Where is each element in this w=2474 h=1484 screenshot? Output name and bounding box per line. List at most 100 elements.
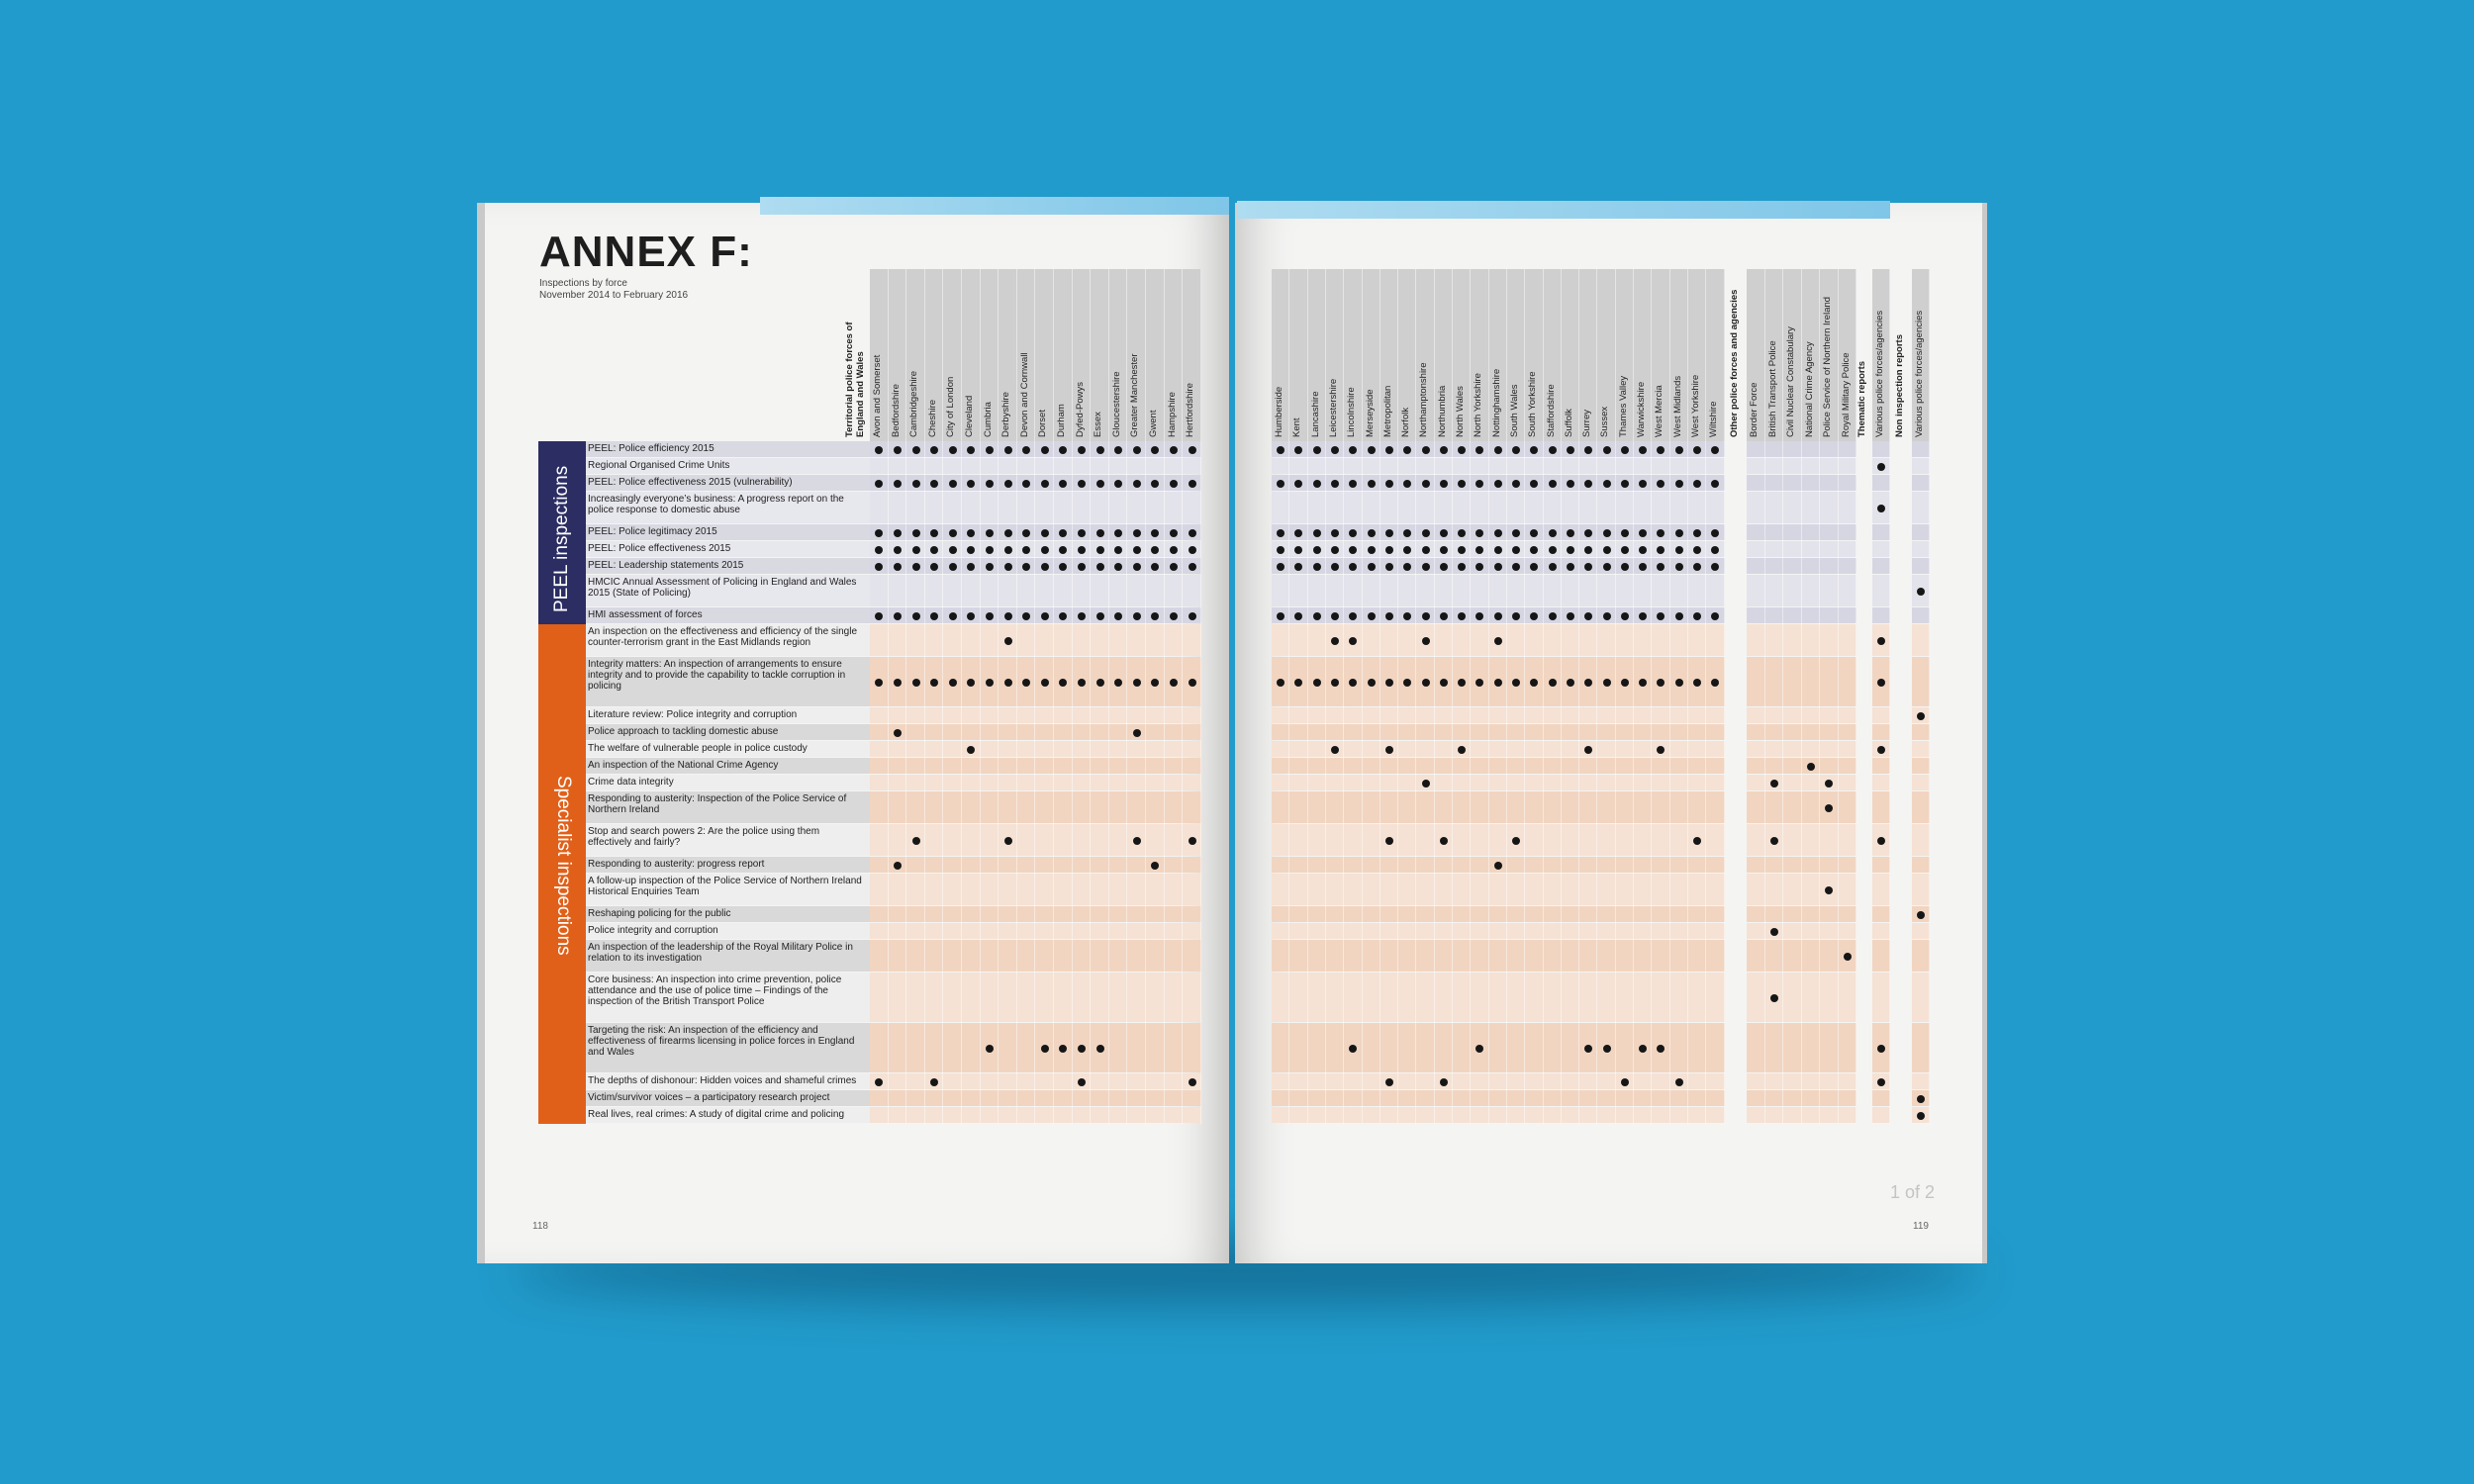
inspection-dot — [1602, 678, 1611, 687]
inspection-dot — [1151, 479, 1160, 488]
annex-title: ANNEX F: — [539, 228, 753, 276]
row-band — [1747, 1107, 1856, 1123]
inspection-dot — [1602, 545, 1611, 554]
inspection-dot — [1403, 445, 1412, 454]
inspection-dot — [1294, 528, 1303, 537]
row-band — [1872, 707, 1890, 723]
row-band — [1272, 724, 1725, 740]
row-band — [870, 1107, 1201, 1123]
inspection-dot — [1548, 562, 1557, 571]
inspection-dot — [1548, 528, 1557, 537]
inspection-dot — [1711, 562, 1720, 571]
inspection-dot — [1877, 836, 1885, 845]
inspection-dot — [1384, 1077, 1393, 1086]
column-separator — [1763, 269, 1765, 1124]
inspection-dot — [1077, 545, 1086, 554]
column-separator — [1306, 269, 1308, 1124]
column-separator — [905, 269, 907, 1124]
row-band — [1272, 458, 1725, 474]
column-header: Gloucestershire — [1110, 371, 1122, 437]
row-band — [870, 1090, 1201, 1106]
inspection-dot — [1077, 1077, 1086, 1086]
row-band — [1747, 724, 1856, 740]
inspection-dot — [1530, 562, 1539, 571]
inspection-dot — [1059, 479, 1068, 488]
row-label: PEEL: Leadership statements 2015 — [588, 560, 744, 571]
inspection-dot — [1095, 611, 1104, 620]
column-separator — [1889, 269, 1890, 1124]
row-band — [870, 1023, 1201, 1072]
inspection-dot — [1403, 479, 1412, 488]
inspection-dot — [1769, 779, 1778, 788]
inspection-dot — [1458, 528, 1467, 537]
row-band — [1872, 607, 1890, 623]
column-separator — [1614, 269, 1616, 1124]
row-band — [870, 575, 1201, 606]
inspection-dot — [1040, 528, 1049, 537]
inspection-dot — [1367, 545, 1376, 554]
row-band — [870, 624, 1201, 656]
row-band — [1747, 441, 1856, 457]
inspection-dot — [1711, 445, 1720, 454]
inspection-dot — [1877, 1077, 1885, 1086]
column-header: Northumbria — [1436, 385, 1448, 437]
row-band — [1912, 492, 1930, 523]
column-separator — [1071, 269, 1073, 1124]
pager: 1 of 2 — [1890, 1182, 1936, 1202]
column-header: Gwent — [1148, 410, 1159, 437]
inspection-dot — [1602, 445, 1611, 454]
inspection-dot — [1602, 479, 1611, 488]
inspection-dot — [1566, 445, 1574, 454]
inspection-dot — [1806, 762, 1815, 771]
column-separator — [1199, 269, 1201, 1124]
inspection-dot — [1132, 545, 1141, 554]
inspection-dot — [985, 445, 994, 454]
inspection-dot — [1693, 445, 1702, 454]
inspection-dot — [875, 545, 884, 554]
row-band — [1912, 923, 1930, 939]
inspection-dot — [1277, 611, 1285, 620]
inspection-dot — [1548, 611, 1557, 620]
inspection-dot — [967, 445, 976, 454]
row-band — [1912, 541, 1930, 557]
inspection-dot — [1711, 479, 1720, 488]
row-band — [1912, 775, 1930, 790]
inspection-dot — [1277, 445, 1285, 454]
inspection-dot — [1169, 611, 1178, 620]
inspection-dot — [1421, 611, 1430, 620]
inspection-dot — [1475, 445, 1484, 454]
column-separator — [1837, 269, 1839, 1124]
inspection-dot — [930, 445, 939, 454]
column-header: West Yorkshire — [1689, 374, 1701, 437]
column-separator — [979, 269, 981, 1124]
row-band — [1747, 541, 1856, 557]
inspection-dot — [1367, 678, 1376, 687]
inspection-dot — [1384, 528, 1393, 537]
inspection-dot — [985, 528, 994, 537]
row-label: Police approach to tackling domestic abu… — [588, 726, 779, 737]
row-band — [870, 458, 1201, 474]
right-page-edge — [1977, 203, 1987, 1263]
inspection-dot — [1169, 479, 1178, 488]
inspection-dot — [1331, 562, 1340, 571]
inspection-dot — [1657, 562, 1665, 571]
row-band — [1747, 575, 1856, 606]
inspection-dot — [1530, 611, 1539, 620]
inspection-dot — [1530, 479, 1539, 488]
inspection-dot — [1384, 745, 1393, 754]
inspection-dot — [1022, 562, 1031, 571]
column-header: Wiltshire — [1708, 401, 1720, 437]
inspection-dot — [1003, 528, 1012, 537]
inspection-dot — [1639, 1044, 1648, 1053]
inspection-dot — [1620, 562, 1629, 571]
inspection-dot — [875, 1077, 884, 1086]
inspection-dot — [1151, 562, 1160, 571]
column-header: Staffordshire — [1545, 384, 1557, 437]
row-band — [1912, 1023, 1930, 1072]
inspection-dot — [1917, 587, 1925, 596]
inspection-dot — [1458, 678, 1467, 687]
inspection-dot — [893, 528, 902, 537]
inspection-dot — [1493, 611, 1502, 620]
inspection-dot — [948, 678, 957, 687]
column-separator — [1145, 269, 1146, 1124]
